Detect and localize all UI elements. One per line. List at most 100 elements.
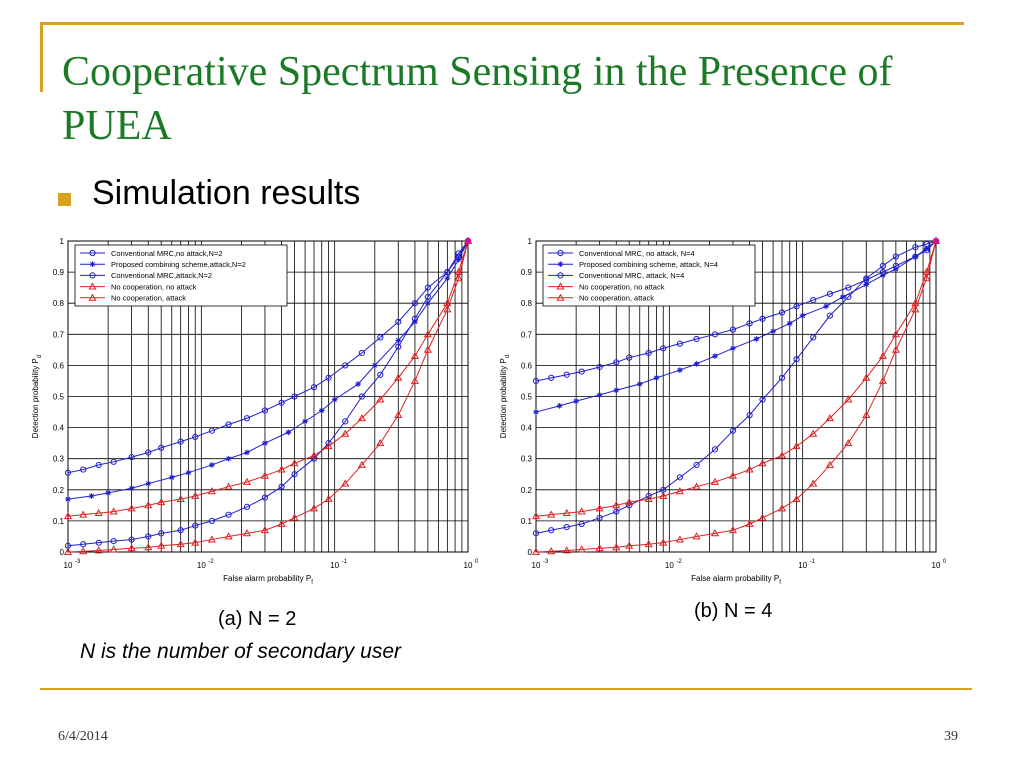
data-point bbox=[547, 510, 556, 518]
data-point bbox=[209, 462, 215, 468]
data-point bbox=[878, 351, 888, 359]
data-point bbox=[95, 539, 102, 546]
data-point bbox=[893, 266, 899, 272]
data-point bbox=[177, 438, 184, 445]
data-point bbox=[191, 491, 200, 499]
series-2 bbox=[533, 238, 939, 415]
x-axis-label: False alarm probability Pf bbox=[691, 574, 781, 584]
data-point bbox=[770, 328, 776, 334]
data-point bbox=[208, 427, 215, 434]
data-point bbox=[260, 471, 270, 479]
y-tick-label: 0.1 bbox=[521, 517, 533, 526]
x-tick-label: 10 0 bbox=[932, 559, 946, 570]
data-point bbox=[863, 275, 870, 282]
data-point bbox=[410, 376, 420, 384]
data-point bbox=[912, 253, 919, 260]
legend-swatch-marker bbox=[557, 272, 564, 279]
data-point bbox=[145, 480, 152, 487]
data-point bbox=[793, 356, 800, 363]
data-point bbox=[225, 511, 232, 518]
data-point bbox=[145, 449, 152, 456]
data-point bbox=[376, 438, 385, 447]
data-point bbox=[243, 503, 251, 511]
data-point bbox=[455, 253, 462, 260]
legend-label: No cooperation, attack bbox=[579, 294, 654, 303]
y-tick-label: 1 bbox=[528, 237, 533, 246]
data-point bbox=[278, 483, 285, 490]
data-point bbox=[225, 455, 232, 462]
data-point bbox=[411, 315, 419, 322]
x-tick-base: 10 bbox=[532, 561, 541, 570]
data-point bbox=[625, 498, 634, 506]
x-tick-exponent: -3 bbox=[543, 559, 549, 565]
data-point bbox=[176, 540, 185, 548]
y-axis-label-subscript: d bbox=[37, 355, 43, 358]
data-point bbox=[823, 303, 829, 310]
data-point bbox=[224, 482, 233, 490]
data-point bbox=[531, 547, 541, 555]
legend-item: Conventional MRC, attack, N=4 bbox=[548, 271, 684, 280]
data-point bbox=[318, 407, 325, 414]
data-point bbox=[110, 458, 117, 465]
data-point bbox=[844, 438, 853, 447]
data-point bbox=[759, 315, 766, 322]
data-point bbox=[342, 362, 349, 369]
data-point bbox=[63, 512, 73, 520]
x-tick-label: 10 -3 bbox=[532, 559, 549, 570]
data-point bbox=[677, 367, 683, 373]
data-point bbox=[578, 368, 585, 375]
y-tick-label: 0.2 bbox=[53, 486, 65, 495]
data-point bbox=[157, 498, 166, 506]
footnote: N is the number of secondary user bbox=[80, 640, 401, 663]
x-tick-exponent: -1 bbox=[342, 559, 348, 565]
data-point bbox=[777, 451, 787, 459]
data-point bbox=[730, 345, 736, 352]
data-point bbox=[341, 429, 350, 437]
data-point bbox=[892, 253, 899, 260]
data-point bbox=[79, 510, 88, 518]
data-point bbox=[759, 396, 766, 403]
legend-item: No cooperation, no attack bbox=[80, 282, 197, 291]
data-point bbox=[844, 395, 853, 403]
legend-label: Conventional MRC,attack,N=2 bbox=[111, 271, 212, 280]
series-line bbox=[67, 240, 469, 517]
legend-box bbox=[542, 244, 756, 307]
data-point bbox=[64, 469, 72, 476]
series-line bbox=[67, 240, 469, 553]
data-point bbox=[94, 546, 103, 554]
data-point bbox=[862, 410, 871, 419]
data-point bbox=[612, 543, 621, 551]
series-5 bbox=[63, 236, 473, 555]
data-point bbox=[660, 345, 667, 352]
data-point bbox=[613, 359, 620, 366]
data-point bbox=[612, 501, 621, 509]
legend-item: Conventional MRC,no attack,N=2 bbox=[80, 249, 223, 258]
data-point bbox=[94, 508, 103, 517]
legend-swatch-marker bbox=[88, 282, 97, 290]
legend-item: Proposed combining scheme,attack,N=2 bbox=[80, 260, 246, 269]
data-point bbox=[879, 262, 887, 269]
data-point bbox=[309, 504, 319, 512]
data-point bbox=[109, 545, 118, 553]
data-point bbox=[675, 487, 684, 495]
data-point bbox=[444, 275, 451, 282]
data-point bbox=[825, 414, 834, 422]
data-point bbox=[676, 340, 683, 347]
data-point bbox=[758, 459, 767, 467]
data-point bbox=[424, 284, 431, 291]
data-point bbox=[377, 371, 384, 378]
data-point bbox=[128, 536, 135, 543]
data-point bbox=[168, 474, 175, 481]
data-point bbox=[644, 540, 653, 548]
data-point bbox=[358, 349, 365, 357]
data-point bbox=[675, 535, 684, 543]
x-axis-label-subscript: f bbox=[311, 580, 313, 584]
data-point bbox=[185, 469, 192, 476]
series-line bbox=[535, 240, 937, 517]
y-axis-label-main: Detection probability P bbox=[499, 358, 508, 438]
data-point bbox=[911, 305, 920, 313]
x-axis-label: False alarm probability Pf bbox=[223, 574, 313, 584]
data-point bbox=[712, 353, 718, 359]
data-point bbox=[225, 421, 232, 428]
legend-swatch-marker bbox=[89, 261, 96, 267]
